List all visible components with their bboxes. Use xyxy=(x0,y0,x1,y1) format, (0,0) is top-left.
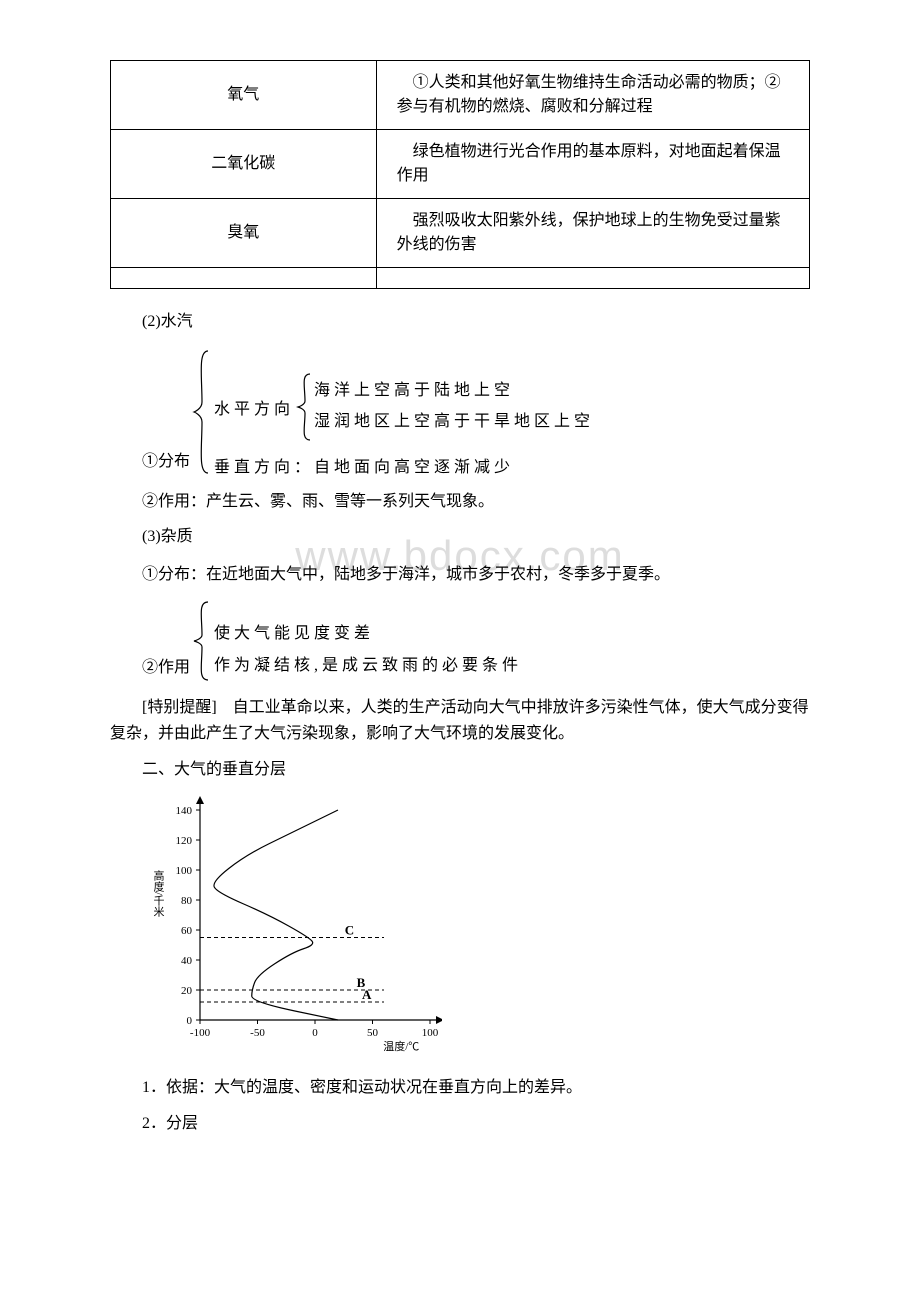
subsection-heading: (3)杂质 xyxy=(110,524,810,550)
cell-left: 氧气 xyxy=(111,61,377,130)
line: 湿润地区上空高于干旱地区上空 xyxy=(314,407,594,437)
svg-text:140: 140 xyxy=(176,805,193,817)
cell-left xyxy=(111,268,377,289)
inner-label: 水平方向 xyxy=(214,395,294,419)
svg-text:100: 100 xyxy=(176,865,193,877)
table-row xyxy=(111,268,810,289)
cell-left: 二氧化碳 xyxy=(111,130,377,199)
svg-text:60: 60 xyxy=(181,925,193,937)
brace-icon xyxy=(192,599,210,683)
basis-line: 1．依据：大气的温度、密度和运动状况在垂直方向上的差异。 xyxy=(110,1075,810,1101)
distribution-line: ①分布：在近地面大气中，陆地多于海洋，城市多于农村，冬季多于夏季。 xyxy=(110,562,810,588)
svg-text:50: 50 xyxy=(367,1027,379,1039)
subsection-heading: (2)水汽 xyxy=(110,309,810,335)
line: 作为凝结核,是成云致雨的必要条件 xyxy=(214,651,522,675)
svg-text:80: 80 xyxy=(181,895,193,907)
brace-label: ②作用 xyxy=(142,653,190,683)
svg-text:0: 0 xyxy=(312,1027,318,1039)
line: 使大气能见度变差 xyxy=(214,619,522,643)
brace-group-effect: ②作用 使大气能见度变差 作为凝结核,是成云致雨的必要条件 xyxy=(142,599,810,683)
vertical-line: 垂直方向：自地面向高空逐渐减少 xyxy=(214,453,594,477)
svg-text:-50: -50 xyxy=(250,1027,265,1039)
composition-table: 氧气 ①人类和其他好氧生物维持生命活动必需的物质；②参与有机物的燃烧、腐败和分解… xyxy=(110,60,810,289)
effect-line: ②作用：产生云、雾、雨、雪等一系列天气现象。 xyxy=(110,489,810,515)
cell-left: 臭氧 xyxy=(111,199,377,268)
brace-group-distribution: ①分布 水平方向 海洋上空高于陆地上空 湿润地区上空高于干旱地区上空 垂直方向：… xyxy=(142,347,810,477)
special-note: [特别提醒] 自工业革命以来，人类的生产活动向大气中排放许多污染性气体，使大气成… xyxy=(110,695,810,746)
chart-svg: 0 20 40 60 80 100 120 140 -100 -50 0 50 100 高度/千米温度/℃… xyxy=(142,796,442,1056)
cell-right: 绿色植物进行光合作用的基本原料，对地面起着保温作用 xyxy=(376,130,809,199)
cell-right: 强烈吸收太阳紫外线，保护地球上的生物免受过量紫外线的伤害 xyxy=(376,199,809,268)
table-row: 二氧化碳 绿色植物进行光合作用的基本原料，对地面起着保温作用 xyxy=(111,130,810,199)
cell-right xyxy=(376,268,809,289)
brace-content: 使大气能见度变差 作为凝结核,是成云致雨的必要条件 xyxy=(210,611,522,683)
brace-icon xyxy=(296,371,312,443)
table-row: 氧气 ①人类和其他好氧生物维持生命活动必需的物质；②参与有机物的燃烧、腐败和分解… xyxy=(111,61,810,130)
layers-line: 2．分层 xyxy=(110,1111,810,1137)
svg-text:0: 0 xyxy=(187,1015,193,1027)
line: 海洋上空高于陆地上空 xyxy=(314,376,594,406)
svg-text:20: 20 xyxy=(181,985,193,997)
inner-lines: 海洋上空高于陆地上空 湿润地区上空高于干旱地区上空 xyxy=(312,376,594,437)
table-row: 臭氧 强烈吸收太阳紫外线，保护地球上的生物免受过量紫外线的伤害 xyxy=(111,199,810,268)
svg-text:温度/℃: 温度/℃ xyxy=(383,1039,419,1053)
svg-text:B: B xyxy=(357,975,366,990)
svg-text:120: 120 xyxy=(176,835,193,847)
cell-right: ①人类和其他好氧生物维持生命活动必需的物质；②参与有机物的燃烧、腐败和分解过程 xyxy=(376,61,809,130)
brace-content: 水平方向 海洋上空高于陆地上空 湿润地区上空高于干旱地区上空 垂直方向：自地面向… xyxy=(210,365,594,477)
brace-icon xyxy=(192,347,210,477)
brace-label: ①分布 xyxy=(142,447,190,477)
svg-text:C: C xyxy=(345,923,354,938)
horizontal-row: 水平方向 海洋上空高于陆地上空 湿润地区上空高于干旱地区上空 xyxy=(214,371,594,443)
svg-text:高度/千米: 高度/千米 xyxy=(152,869,165,918)
section-title: 二、大气的垂直分层 xyxy=(110,757,810,783)
atmosphere-chart: 0 20 40 60 80 100 120 140 -100 -50 0 50 100 高度/千米温度/℃… xyxy=(142,796,810,1061)
svg-text:100: 100 xyxy=(422,1027,439,1039)
svg-text:40: 40 xyxy=(181,955,193,967)
svg-text:-100: -100 xyxy=(190,1027,211,1039)
